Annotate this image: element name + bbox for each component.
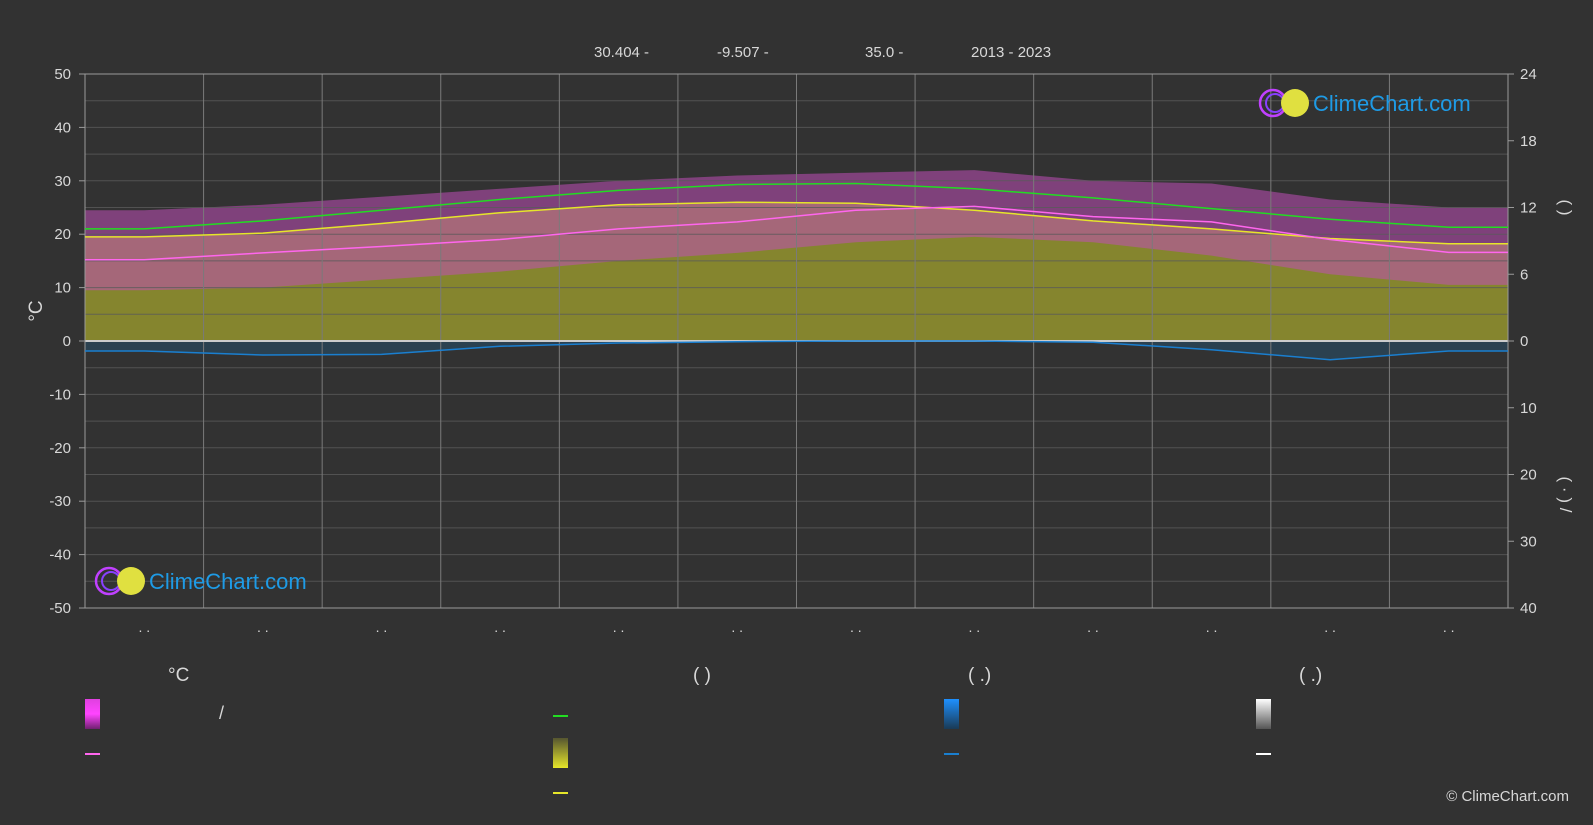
legend-temp-mean-swatch bbox=[85, 753, 100, 755]
legend-snow-swatch bbox=[1256, 699, 1271, 729]
temperature-mean-line bbox=[85, 205, 1508, 261]
x-tick-label: . . bbox=[613, 619, 625, 635]
brand-logo-top[interactable]: ClimeChart.com bbox=[1258, 88, 1471, 118]
brand-logo-bottom[interactable]: ClimeChart.com bbox=[94, 566, 307, 596]
x-tick-label: . . bbox=[969, 619, 981, 635]
y-left-tick-label: -50 bbox=[49, 600, 71, 617]
y-right-bottom-tick-label: 30 bbox=[1520, 533, 1537, 550]
y-right-top-axis-label: ( ) bbox=[1556, 199, 1575, 215]
grid-lines bbox=[84, 73, 1509, 609]
y-left-tick-label: 20 bbox=[54, 226, 71, 243]
axes: 50 40 30 20 10 0 -10 -20 -30 -40 -50 °C 24 18 12 6 0 10 20… bbox=[26, 66, 1575, 635]
header-longitude: -9.507 - bbox=[717, 44, 769, 61]
header-text: 30.404 - -9.507 - 35.0 - 2013 - 2023 bbox=[594, 44, 1051, 61]
logo-sun-icon bbox=[1281, 89, 1309, 117]
x-tick-label: . . bbox=[1206, 619, 1218, 635]
header-latitude: 30.404 - bbox=[594, 44, 649, 61]
legend-snow-mean-swatch bbox=[1256, 753, 1271, 755]
x-tick-label: . . bbox=[138, 619, 150, 635]
y-left-tick-label: -20 bbox=[49, 440, 71, 457]
legend-sunshine-mean-swatch bbox=[553, 792, 568, 794]
x-tick-label: . . bbox=[731, 619, 743, 635]
copyright: © ClimeChart.com bbox=[1446, 788, 1569, 805]
y-right-top-tick-label: 18 bbox=[1520, 133, 1537, 150]
y-left-tick-label: 40 bbox=[54, 119, 71, 136]
y-left-tick-label: 10 bbox=[54, 280, 71, 297]
legend-snow-heading: ( .) bbox=[1299, 665, 1323, 686]
precipitation-line bbox=[85, 340, 1508, 361]
y-left-tick-label: 0 bbox=[63, 333, 71, 350]
y-left-tick-label: -30 bbox=[49, 493, 71, 510]
y-right-top-tick-label: 0 bbox=[1520, 333, 1528, 350]
x-tick-label: . . bbox=[850, 619, 862, 635]
y-left-axis-label: °C bbox=[26, 300, 47, 321]
x-tick-label: . . bbox=[1443, 619, 1455, 635]
x-tick-label: . . bbox=[494, 619, 506, 635]
legend-temp-range-swatch bbox=[85, 699, 100, 729]
x-tick-label: . . bbox=[1087, 619, 1099, 635]
x-tick-label: . . bbox=[257, 619, 269, 635]
daylight-line bbox=[85, 182, 1508, 230]
legend-temp-heading: °C bbox=[168, 665, 190, 686]
y-right-bottom-tick-label: 40 bbox=[1520, 600, 1537, 617]
legend-slash: / bbox=[219, 703, 225, 723]
y-left-tick-label: -40 bbox=[49, 547, 71, 564]
y-right-top-tick-label: 24 bbox=[1520, 66, 1537, 83]
y-right-bottom-tick-label: 20 bbox=[1520, 467, 1537, 484]
header-years: 2013 - 2023 bbox=[971, 44, 1051, 61]
legend-rain-mean-swatch bbox=[944, 753, 959, 755]
y-left-tick-label: 30 bbox=[54, 173, 71, 190]
legend-rain-heading: ( .) bbox=[968, 665, 992, 686]
brand-name-top: ClimeChart.com bbox=[1313, 91, 1471, 116]
y-right-bottom-axis-label: ( · ) / bbox=[1556, 477, 1575, 513]
legend-sunshine-swatch bbox=[553, 738, 568, 768]
brand-name-bottom: ClimeChart.com bbox=[149, 569, 307, 594]
legend-sun-heading: ( ) bbox=[693, 665, 711, 686]
logo-sun-icon bbox=[117, 567, 145, 595]
y-right-top-tick-label: 6 bbox=[1520, 266, 1528, 283]
y-right-bottom-tick-label: 10 bbox=[1520, 400, 1537, 417]
series-lines bbox=[85, 182, 1508, 361]
legend-daylight-swatch bbox=[553, 715, 568, 717]
header-elevation: 35.0 - bbox=[865, 44, 903, 61]
x-tick-label: . . bbox=[1324, 619, 1336, 635]
y-left-tick-label: -10 bbox=[49, 386, 71, 403]
y-right-top-tick-label: 12 bbox=[1520, 200, 1537, 217]
legend-rain-swatch bbox=[944, 699, 959, 729]
x-tick-label: . . bbox=[376, 619, 388, 635]
y-left-tick-label: 50 bbox=[54, 66, 71, 83]
